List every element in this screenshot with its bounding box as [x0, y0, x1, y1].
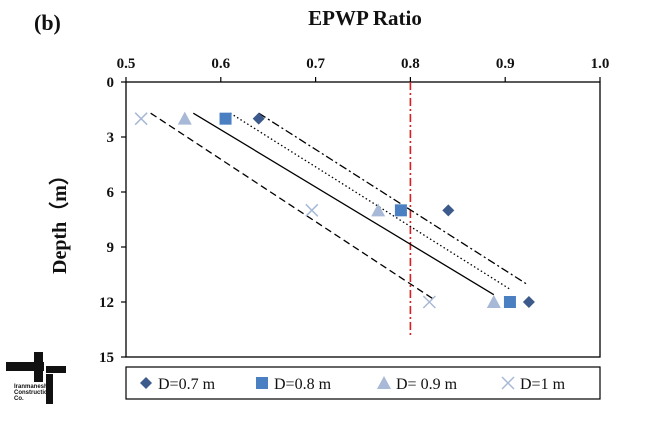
legend-marker-2 [256, 377, 268, 389]
logo-line-1: Iranmanesh [14, 384, 48, 390]
trendline-3 [192, 112, 495, 296]
y-tick-label: 15 [99, 350, 114, 366]
point-s3-1 [177, 111, 192, 125]
x-tick-label: 0.7 [306, 56, 325, 72]
panel-label: (b) [34, 10, 61, 35]
point-s4-3 [422, 295, 436, 309]
y-tick-label: 6 [107, 185, 115, 201]
point-s3-3 [486, 295, 501, 308]
x-tick-label: 1.0 [591, 56, 610, 72]
point-s3-2 [371, 203, 386, 217]
legend-label-3: D= 0.9 m [396, 376, 458, 393]
x-tick-label: 0.8 [401, 56, 420, 72]
x-axis-title: EPWP Ratio [308, 6, 422, 30]
point-s1-1 [252, 112, 265, 125]
legend-marker-4 [501, 376, 515, 390]
point-s2-2 [394, 204, 407, 217]
x-tick-label: 0.6 [211, 56, 230, 72]
company-logo: Iranmanesh Construction Co. [6, 352, 66, 418]
legend-marker-1 [140, 377, 152, 389]
trendline-1 [258, 112, 527, 285]
legend-label-4: D=1 m [520, 376, 566, 393]
point-s1-3 [522, 296, 535, 308]
point-s1-2 [442, 204, 455, 217]
legend-marker-3 [377, 376, 391, 389]
trendline-2 [229, 112, 511, 290]
y-tick-label: 3 [107, 130, 115, 146]
x-tick-label: 0.5 [117, 56, 136, 72]
x-tick-label: 0.9 [496, 56, 515, 72]
legend-label-2: D=0.8 m [274, 376, 332, 393]
point-s2-3 [503, 296, 516, 308]
y-axis-title: Depth（m） [48, 165, 71, 274]
logo-line-2: Construction [14, 390, 52, 396]
legend-box [125, 366, 601, 400]
y-tick-label: 12 [99, 295, 114, 311]
trendline-4 [150, 112, 436, 301]
point-s4-1 [134, 112, 148, 126]
logo-line-3: Co. [14, 396, 24, 402]
point-s4-2 [305, 203, 319, 217]
y-tick-label: 9 [107, 240, 115, 256]
legend-label-1: D=0.7 m [158, 376, 216, 393]
plot-frame [125, 81, 601, 358]
y-tick-label: 0 [107, 75, 115, 91]
point-s2-1 [219, 112, 232, 125]
